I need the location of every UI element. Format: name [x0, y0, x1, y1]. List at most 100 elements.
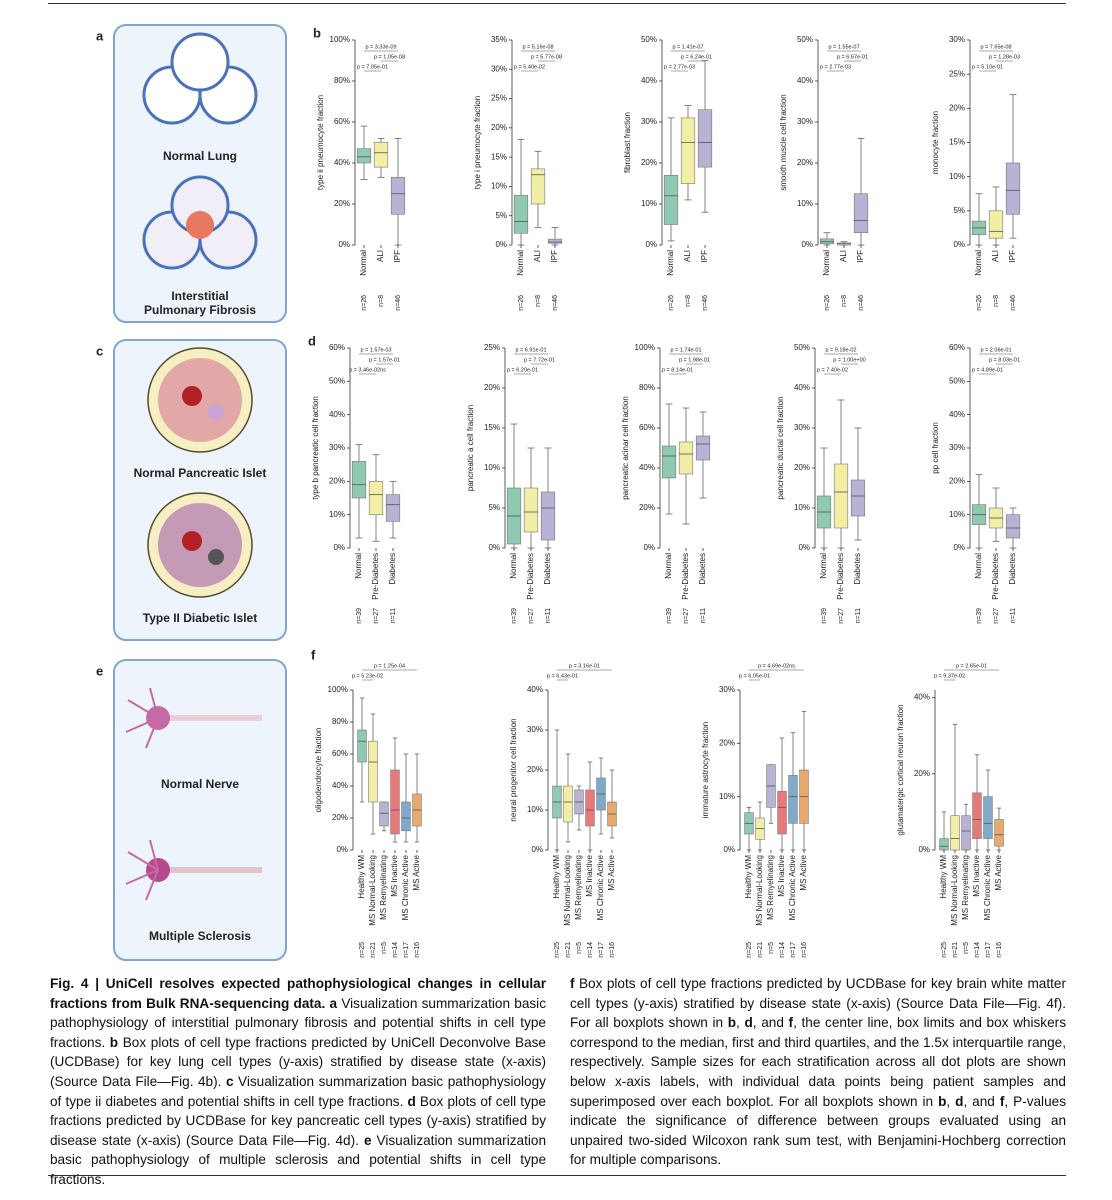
n-label: n=25 — [941, 942, 948, 958]
p-value: p = 8.14e-01 — [662, 367, 693, 373]
n-label: n=21 — [952, 942, 959, 958]
caption-bold: b — [109, 1034, 119, 1050]
n-label: n=25 — [554, 942, 561, 958]
x-tick-label: MS Inactive — [972, 854, 981, 896]
box — [777, 791, 787, 835]
x-tick-label: Normal — [666, 250, 675, 276]
x-tick-label: Pre-Diabetes — [371, 553, 380, 600]
dendrite — [127, 699, 159, 719]
x-tick-label: MS Inactive — [585, 854, 594, 896]
p-value: p = 1.28e-03 — [989, 54, 1020, 60]
x-tick-label: MS Active — [799, 854, 808, 890]
n-label: n=8 — [841, 295, 848, 307]
n-label: n=17 — [403, 942, 410, 958]
p-value: p = 2.06e-01 — [980, 347, 1011, 353]
caption-text: , and — [963, 1093, 1000, 1109]
box — [983, 796, 993, 839]
n-label: n=11 — [855, 608, 862, 623]
n-label: n=5 — [963, 942, 970, 954]
box — [351, 461, 367, 499]
illustration-title: Normal Lung — [163, 149, 237, 163]
y-tick-label: 60% — [334, 117, 350, 126]
y-tick-label: 0% — [643, 543, 655, 552]
x-tick-label: IPF — [393, 250, 402, 263]
x-tick-label: Healthy WM — [939, 855, 948, 899]
y-tick-label: 30% — [641, 117, 657, 126]
y-tick-label: 10% — [491, 182, 507, 191]
n-label: n=17 — [985, 942, 992, 958]
bottom-rule — [48, 1175, 1066, 1176]
dendrite — [125, 869, 159, 885]
p-value: p = 1.98e-01 — [679, 357, 710, 363]
x-tick-label: MS Normal-Looking — [950, 855, 959, 926]
cell — [186, 211, 214, 239]
p-value: p = 1.57e-03 — [360, 347, 391, 353]
x-tick-label: Normal — [509, 553, 518, 579]
p-value: p = 9.37e-02 — [934, 673, 965, 679]
p-value: p = 7.05e-01 — [357, 64, 388, 70]
n-label: n=26 — [976, 295, 983, 311]
figure: a Normal Lung Interstitial Pulmonary Fibros… — [96, 24, 1021, 961]
x-tick-label: ALI — [683, 250, 692, 262]
p-value: p = 4.69e-02ns — [758, 663, 795, 669]
y-axis-label: type ii pneumocyte fraction — [316, 95, 325, 190]
n-label: n=46 — [1010, 295, 1017, 311]
y-tick-label: 20% — [719, 738, 735, 747]
caption-text: , the center line, box limits and box wh… — [570, 1015, 1066, 1109]
y-tick-label: 40% — [334, 158, 350, 167]
caption-left: Fig. 4 | UniCell resolves expected patho… — [50, 974, 546, 1190]
x-tick-label: Diabetes — [1008, 553, 1017, 585]
box — [994, 819, 1004, 847]
p-value: p = 1.00e+00 — [833, 357, 865, 363]
x-tick-label: MS Chronic Active — [401, 854, 410, 920]
n-label: n=46 — [702, 295, 709, 311]
dendrite — [125, 717, 159, 733]
n-label: n=39 — [821, 608, 828, 624]
box — [390, 769, 400, 835]
y-tick-label: 50% — [641, 35, 657, 44]
dendrite — [127, 851, 159, 871]
y-tick-label: 35% — [491, 35, 507, 44]
y-axis-label: neural progenitor cell fraction — [509, 718, 518, 821]
y-tick-label: 60% — [332, 749, 348, 758]
x-tick-label: Normal — [819, 553, 828, 579]
n-label: n=27 — [993, 608, 1000, 624]
y-tick-label: 0% — [488, 543, 500, 552]
y-tick-label: 15% — [491, 152, 507, 161]
y-tick-label: 10% — [797, 199, 813, 208]
y-tick-label: 20% — [639, 503, 655, 512]
caption-bold: d — [407, 1093, 416, 1109]
box — [678, 441, 694, 475]
p-value: p = 5.40e-02 — [514, 64, 545, 70]
x-tick-label: MS Remyelinating — [766, 855, 775, 920]
p-value: p = 7.40e-02 — [817, 367, 848, 373]
y-tick-label: 40% — [641, 76, 657, 85]
box — [939, 838, 949, 851]
box — [585, 789, 595, 827]
y-tick-label: 20% — [334, 199, 350, 208]
y-tick-label: 10% — [641, 199, 657, 208]
n-label: n=5 — [576, 942, 583, 954]
y-tick-label: 0% — [918, 845, 930, 854]
y-tick-label: 30% — [491, 64, 507, 73]
dendrite — [149, 687, 159, 719]
x-tick-label: MS Inactive — [777, 854, 786, 896]
y-tick-label: 100% — [328, 685, 348, 694]
panel-label: b — [313, 25, 321, 40]
panel-label: d — [308, 333, 316, 348]
caption-text: Box plots of cell type fractions predict… — [50, 1034, 546, 1089]
box — [788, 775, 798, 824]
x-tick-label: MS Remyelinating — [574, 855, 583, 920]
box — [373, 142, 389, 168]
box — [547, 238, 563, 244]
y-tick-label: 20% — [527, 765, 543, 774]
box — [697, 109, 713, 168]
p-value: p = 1.25e-04 — [374, 663, 405, 669]
x-tick-label: Normal — [354, 553, 363, 579]
y-tick-label: 10% — [329, 510, 345, 519]
y-tick-label: 0% — [333, 543, 345, 552]
caption-text: , P-values indicate the significance of … — [570, 1093, 1066, 1168]
n-label: n=27 — [838, 608, 845, 624]
y-tick-label: 80% — [639, 383, 655, 392]
